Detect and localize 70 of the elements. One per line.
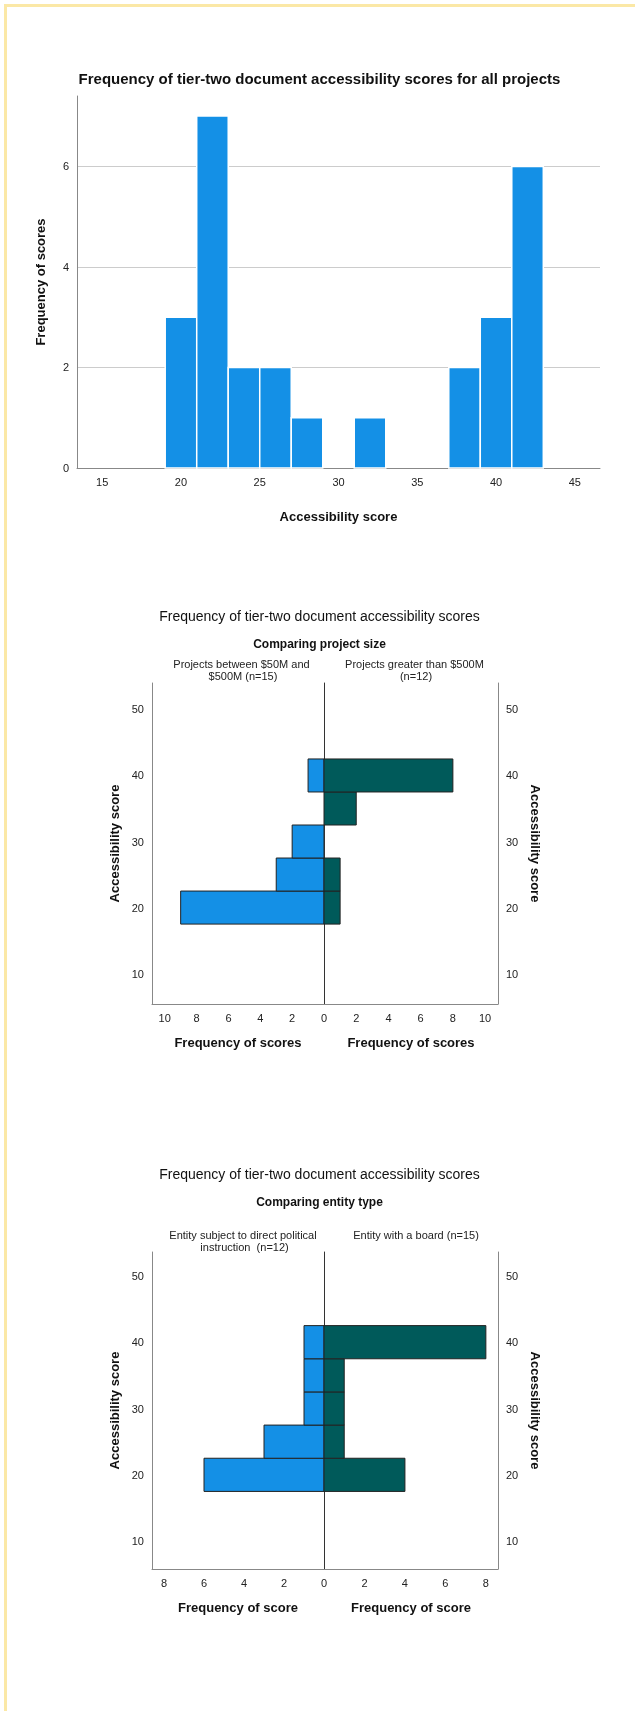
y-tick-label: 20 (506, 901, 519, 914)
x-tick-label: 2 (280, 1576, 288, 1589)
y-tick-label: 10 (131, 1535, 144, 1548)
y-tick-label: 40 (506, 769, 519, 782)
x-axis-title: Frequency of scores (347, 1035, 475, 1050)
x-tick-label: 25 (253, 475, 266, 488)
x-axis-title: Frequency of scores (174, 1035, 302, 1050)
y-tick-label: 50 (131, 703, 144, 716)
x-tick-label: 8 (193, 1011, 200, 1024)
y-tick-label: 50 (131, 1269, 144, 1282)
x-tick-label: 0 (320, 1011, 328, 1024)
x-tick-label: 20 (174, 475, 188, 488)
y-tick-label: 20 (131, 901, 144, 914)
x-tick-label: 6 (442, 1576, 449, 1589)
x-axis-title: Frequency of score (351, 1600, 471, 1615)
y-axis-title: Accessibility score (106, 784, 122, 903)
y-tick-label: 30 (131, 1402, 144, 1415)
y-tick-label: 2 (62, 361, 69, 374)
x-tick-label: 10 (478, 1011, 492, 1024)
x-tick-label: 8 (482, 1576, 489, 1589)
x-tick-label: 4 (401, 1576, 408, 1589)
x-tick-label: 6 (417, 1011, 424, 1024)
y-axis-title: Accessibility score (106, 1351, 122, 1470)
x-axis-title: Accessibility score (279, 509, 398, 524)
chart-title: Frequency of tier-two document accessibility scores (158, 608, 481, 624)
y-tick-label: 0 (62, 462, 69, 474)
x-tick-label: 10 (158, 1011, 171, 1024)
y-axis-title: Frequency of scores (33, 218, 48, 346)
x-tick-label: 0 (320, 1576, 328, 1589)
y-tick-label: 30 (131, 835, 144, 848)
y-tick-label: 10 (506, 967, 519, 980)
chart-title: Frequency of tier-two document accessibility scores (158, 1166, 481, 1182)
y-tick-label: 30 (506, 1402, 519, 1415)
x-tick-label: 4 (385, 1011, 392, 1024)
y-tick-label: 40 (131, 1336, 144, 1349)
y-tick-label: 20 (131, 1468, 144, 1481)
y-tick-label: 10 (506, 1535, 519, 1548)
x-axis-title: Frequency of score (178, 1600, 298, 1615)
y-tick-label: 10 (131, 967, 144, 980)
x-tick-label: 45 (568, 475, 581, 488)
x-tick-label: 2 (361, 1576, 368, 1589)
y-tick-label: 40 (506, 1336, 519, 1349)
y-axis-title: Accessibility score (528, 784, 544, 903)
y-tick-label: 40 (131, 769, 144, 782)
y-axis-title: Accessibility score (528, 1351, 544, 1470)
chart-subtitle: Comparing project size (252, 637, 387, 651)
chart-subtitle: Comparing entity type (255, 1195, 384, 1209)
x-tick-label: 2 (353, 1011, 360, 1024)
x-tick-label: 8 (160, 1576, 168, 1589)
x-tick-label: 6 (225, 1011, 232, 1024)
x-tick-label: 30 (332, 475, 345, 488)
text: Entity subject to direct political instruction (n=12) (169, 1229, 317, 1253)
y-tick-label: 50 (506, 703, 519, 716)
x-tick-label: 6 (200, 1576, 208, 1589)
y-tick-label: 4 (62, 260, 69, 273)
x-tick-label: 40 (489, 475, 503, 488)
y-tick-label: 6 (62, 160, 69, 173)
chart-title: Frequency of tier-two document accessibility scores for all projects (78, 70, 561, 87)
x-tick-label: 4 (257, 1011, 264, 1024)
y-tick-label: 30 (506, 835, 519, 848)
x-tick-label: 35 (411, 475, 424, 488)
y-tick-label: 50 (506, 1269, 519, 1282)
x-tick-label: 4 (240, 1576, 248, 1589)
x-tick-label: 15 (96, 475, 109, 488)
text: Entity with a board (n=15) (353, 1229, 479, 1241)
x-tick-label: 8 (449, 1011, 456, 1024)
text: Projects greater than $500M (n=12) (345, 658, 487, 682)
y-tick-label: 20 (506, 1468, 519, 1481)
x-tick-label: 2 (289, 1011, 296, 1024)
text: Projects between $50M and $500M (n=15) (173, 658, 313, 682)
